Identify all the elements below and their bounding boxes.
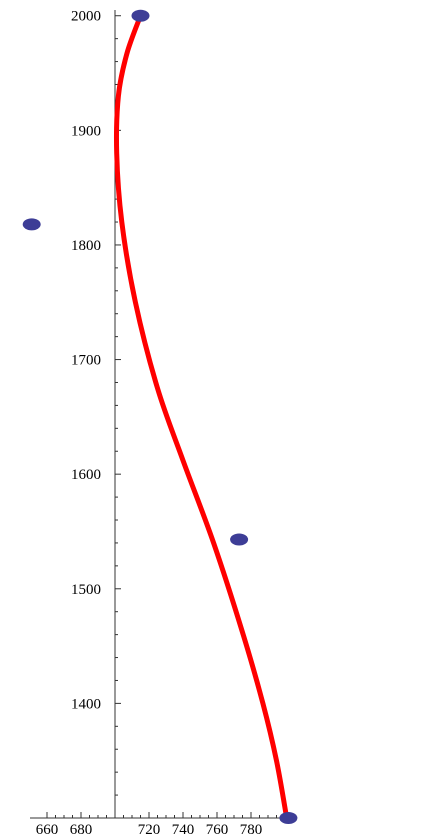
fit-curve [113, 13, 290, 821]
y-tick-label: 1600 [71, 467, 101, 483]
y-axis-ticks: 1400 1500 1600 1700 1800 1900 2000 [71, 9, 121, 796]
x-tick-label: 720 [138, 822, 161, 838]
data-point [230, 533, 249, 546]
y-tick-label: 1700 [71, 353, 101, 369]
x-tick-label: 660 [36, 822, 59, 838]
data-point [22, 218, 41, 231]
y-tick-label: 1900 [71, 123, 101, 139]
data-point [131, 9, 150, 22]
x-tick-label: 760 [206, 822, 229, 838]
series-layer [22, 9, 298, 824]
y-tick-label: 1500 [71, 582, 101, 598]
x-tick-label: 740 [172, 822, 195, 838]
y-tick-label: 2000 [71, 9, 101, 25]
x-tick-label: 680 [70, 822, 93, 838]
data-point [279, 812, 298, 824]
x-axis-ticks: 660 680 720 740 760 780 [36, 812, 286, 838]
axes [30, 10, 285, 819]
x-tick-label: 780 [240, 822, 263, 838]
y-tick-label: 1800 [71, 238, 101, 254]
y-tick-label: 1400 [71, 696, 101, 712]
